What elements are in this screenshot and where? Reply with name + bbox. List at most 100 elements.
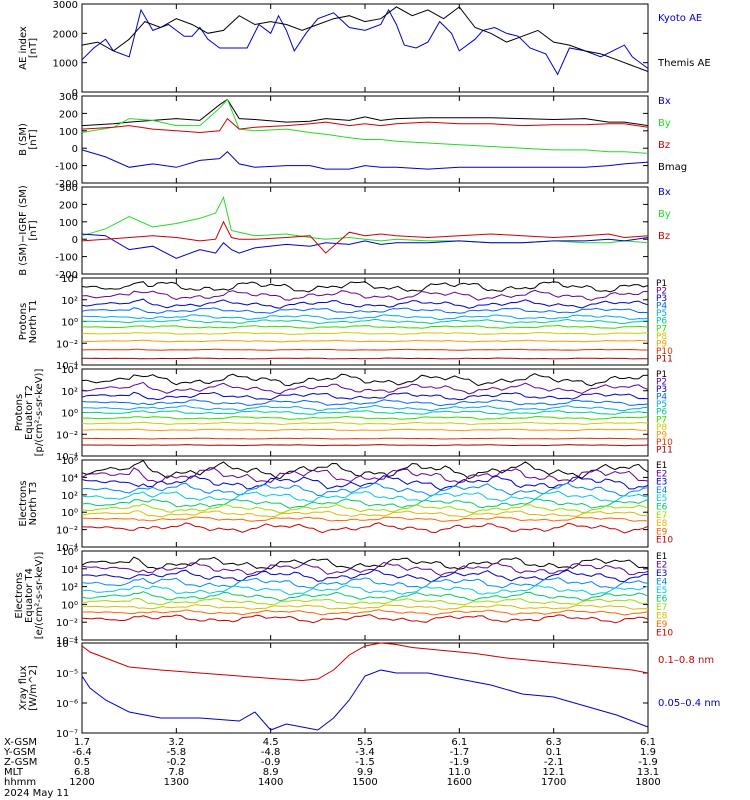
- ephemeris-value: 3.2: [168, 737, 184, 748]
- legend-label-themis-ae: Themis AE: [657, 58, 711, 69]
- y-axis-label: Electrons: [14, 572, 25, 618]
- series-line-p6: [81, 410, 649, 415]
- legend-label-e3: E3: [656, 478, 667, 488]
- y-tick-label: 200: [59, 200, 78, 211]
- legend-label-e8: E8: [656, 612, 668, 622]
- y-tick-label: 10⁶: [61, 456, 78, 467]
- panel-2: 300 200 100 0 -100 -200 B (SM) [nT] Bx By Bz Bmag: [18, 92, 687, 190]
- y-axis-label: [e/(cm²-s-sr-keV)]: [34, 552, 45, 640]
- y-tick-label: 0: [72, 235, 78, 246]
- legend-label-e1: E1: [656, 552, 667, 562]
- legend-label-bx: Bx: [658, 96, 671, 107]
- legend-label-e5: E5: [656, 494, 667, 504]
- y-tick-label: -200: [55, 179, 78, 190]
- ephemeris-value: 1800: [635, 777, 660, 788]
- ephemeris-value: 1500: [352, 777, 377, 788]
- y-tick-label: 10⁰: [61, 508, 78, 519]
- legend-label-p6: P6: [656, 408, 667, 418]
- legend-label-p9: P9: [656, 430, 667, 440]
- legend-label-p4: P4: [656, 302, 667, 312]
- y-tick-label: 100: [59, 218, 78, 229]
- y-tick-label: 10⁻⁷: [56, 729, 78, 740]
- ephemeris-value: -1.7: [450, 747, 470, 758]
- ephemeris-value: -4.8: [261, 747, 281, 758]
- y-axis-label: Electrons: [18, 480, 29, 526]
- y-tick-label: 10⁴: [61, 274, 78, 285]
- y-tick-label: 10⁰: [61, 318, 78, 329]
- legend-label-e3: E3: [656, 569, 667, 579]
- ephemeris-row-label: Z-GSM: [4, 757, 37, 768]
- ephemeris-value: 6.1: [640, 737, 656, 748]
- ephemeris-row-label: Y-GSM: [3, 747, 36, 758]
- panel-frame: [81, 368, 649, 457]
- legend-label-e2: E2: [656, 469, 667, 479]
- y-axis-label: B (SM): [18, 123, 29, 156]
- series-line-e7: [81, 597, 649, 606]
- series-line-p9: [81, 339, 649, 343]
- series-line-e1: [81, 459, 649, 480]
- y-tick-label: 3000: [53, 0, 78, 11]
- legend-label-e9: E9: [656, 620, 668, 630]
- legend-label-e5: E5: [656, 586, 667, 596]
- series-line-p2: [81, 289, 649, 301]
- ephemeris-row-label: MLT: [4, 767, 24, 778]
- y-axis-label: AE index: [18, 26, 29, 70]
- legend-label-e6: E6: [656, 595, 668, 605]
- ephemeris-value: -3.4: [355, 747, 375, 758]
- legend-label-p10: P10: [656, 438, 673, 448]
- y-axis-label: [p/(cm²-s-sr-keV)]: [34, 369, 45, 457]
- y-tick-label: 10⁴: [61, 365, 78, 376]
- ephemeris-value: 13.1: [637, 767, 659, 778]
- legend-label-e7: E7: [656, 603, 667, 613]
- legend-label-p9: P9: [656, 339, 667, 349]
- series-line-bx: [81, 149, 649, 170]
- y-tick-label: 10⁻²: [56, 430, 78, 441]
- ephemeris-value: -2.1: [544, 757, 564, 768]
- ephemeris-value: -1.9: [450, 757, 470, 768]
- ephemeris-value: 1300: [164, 777, 189, 788]
- y-tick-label: 10⁰: [61, 409, 78, 420]
- legend-label-p8: P8: [656, 423, 667, 433]
- series-line-p3: [81, 391, 649, 401]
- ephemeris-value: 6.3: [546, 737, 562, 748]
- y-axis-label: Equator T4: [24, 568, 35, 623]
- y-tick-label: 10⁴: [61, 565, 78, 576]
- series-line-by: [81, 98, 649, 154]
- y-tick-label: 10²: [61, 491, 78, 502]
- y-tick-label: 300: [59, 92, 78, 103]
- ephemeris-value: 1200: [69, 777, 94, 788]
- series-line-kyoto-ae: [81, 8, 649, 76]
- y-tick-label: 10²: [61, 296, 78, 307]
- series-line-e9: [82, 516, 649, 522]
- legend-label-e2: E2: [656, 561, 667, 571]
- y-tick-label: 0: [72, 144, 78, 155]
- series-line-0-1-0-8-nm: [81, 642, 649, 682]
- ephemeris-value: 1700: [541, 777, 566, 788]
- series-line-bx: [81, 233, 649, 259]
- panel-4: 10⁴ 10² 10⁰ 10⁻² 10⁻⁴ Protons North T1 P1P2P3P4…: [18, 274, 673, 372]
- panel-8: 10⁻⁴ 10⁻⁵ 10⁻⁶ 10⁻⁷ Xray flux [W/m^2] 0.1–0.8 …: [18, 639, 720, 740]
- series-line-themis-ae: [81, 6, 649, 72]
- ephemeris-value: -6.4: [72, 747, 92, 758]
- y-axis-label: [W/m^2]: [28, 665, 39, 711]
- legend-label-e10: E10: [656, 536, 673, 546]
- series-line-p11: [82, 444, 649, 447]
- ephemeris-value: 5.5: [357, 737, 373, 748]
- y-axis-label: [nT]: [28, 38, 39, 58]
- series-line-e8: [82, 604, 649, 610]
- ephemeris-value: 12.1: [543, 767, 565, 778]
- ephemeris-value: -1.5: [355, 757, 375, 768]
- ephemeris-value: -5.8: [167, 747, 187, 758]
- ephemeris-value: 0.1: [546, 747, 562, 758]
- panel-1: 3000 2000 1000 0 AE index [nT] Kyoto AE Themis …: [18, 0, 711, 99]
- y-tick-label: 10⁰: [61, 600, 78, 611]
- ephemeris-row-label: hhmm: [4, 777, 36, 788]
- panel-frame: [81, 550, 649, 641]
- series-line-p5: [81, 314, 649, 321]
- ephemeris-value: 1.7: [74, 737, 90, 748]
- series-line-e2: [81, 561, 649, 576]
- y-tick-label: 0: [72, 88, 78, 99]
- legend-label-p7: P7: [656, 324, 667, 334]
- legend-label-p11: P11: [656, 445, 673, 455]
